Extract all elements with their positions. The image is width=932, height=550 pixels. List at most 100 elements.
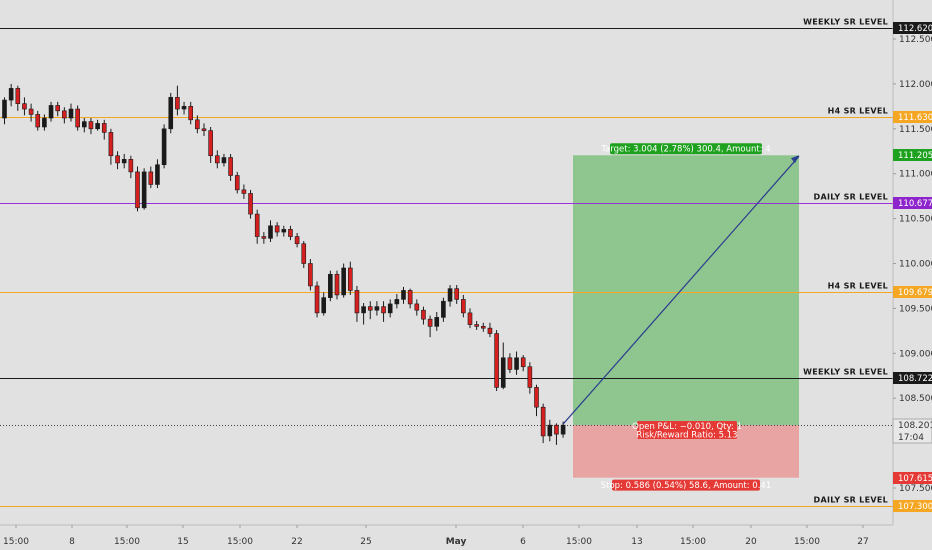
candle <box>22 97 27 116</box>
candle-body <box>281 229 287 233</box>
candle-body <box>474 324 479 327</box>
candle <box>115 151 120 170</box>
candle <box>281 225 287 237</box>
candle <box>254 209 260 244</box>
candle <box>421 306 426 325</box>
level-price-badge: 107.300 <box>898 502 932 512</box>
stop-price-badge-bg <box>893 472 932 484</box>
candle-body <box>168 97 174 130</box>
candle <box>288 225 293 241</box>
sr-level-label: H4 SR LEVEL <box>828 107 888 116</box>
candle <box>414 299 420 316</box>
target-label: Target: 3.004 (2.78%) 300.4, Amount: 4 <box>600 144 770 154</box>
candle <box>68 103 74 122</box>
candle-body <box>321 297 327 314</box>
candle <box>434 311 440 331</box>
candle-body <box>181 106 187 110</box>
target-price-badge: 111.205 <box>898 151 932 161</box>
stop-label-bg <box>612 479 760 491</box>
time-tick-label: 15:00 <box>566 537 592 547</box>
candle-body <box>308 263 313 287</box>
candle-body <box>534 387 539 408</box>
candle <box>148 166 154 189</box>
price-tick-label: 109.500 <box>899 304 932 314</box>
level-price-badge-bg <box>893 197 932 209</box>
candle <box>500 342 506 390</box>
candle <box>274 222 280 237</box>
time-tick-label: 13 <box>631 537 642 547</box>
candle-body <box>394 299 400 305</box>
candle-body <box>268 225 273 239</box>
candle-body <box>8 88 14 101</box>
candle-body <box>274 225 280 233</box>
candle <box>321 292 327 316</box>
candle <box>461 294 466 318</box>
candle-body <box>254 213 260 237</box>
price-axis[interactable] <box>893 0 932 550</box>
price-tick-label: 109.000 <box>899 349 932 359</box>
time-axis[interactable] <box>0 525 932 550</box>
candle <box>42 114 47 131</box>
last-price-countdown: 17:04 <box>898 433 924 443</box>
level-price-badge: 110.677 <box>898 199 932 209</box>
candle-body <box>354 290 360 314</box>
candle <box>554 423 559 445</box>
candle <box>427 315 433 338</box>
candle <box>175 85 180 116</box>
candle-body <box>215 155 220 164</box>
sr-level-label: WEEKLY SR LEVEL <box>803 18 888 27</box>
candle <box>181 101 187 115</box>
candle <box>95 119 100 131</box>
candle <box>268 220 273 242</box>
candle <box>75 105 80 131</box>
candle-body <box>68 108 74 119</box>
candle <box>454 285 460 304</box>
candle <box>161 124 167 169</box>
level-price-badge-bg <box>893 286 932 298</box>
candle <box>2 97 7 125</box>
level-price-badge-bg <box>893 372 932 384</box>
candle <box>128 155 134 179</box>
candle-body <box>35 114 41 128</box>
time-tick-label: May <box>446 537 467 547</box>
candle-body <box>234 175 240 191</box>
level-price-badge: 108.722 <box>898 374 932 384</box>
candle-body <box>221 157 227 164</box>
candle <box>195 115 200 134</box>
candle <box>15 85 21 111</box>
time-tick-label: 15:00 <box>680 537 706 547</box>
sr-level-label: H4 SR LEVEL <box>828 282 888 291</box>
candle-body <box>527 366 533 388</box>
candle <box>527 362 533 394</box>
candle <box>487 322 493 338</box>
candle-body <box>540 406 546 437</box>
trend-arrow-head <box>791 155 799 164</box>
candle-body <box>48 105 54 119</box>
candle <box>374 301 380 316</box>
candle <box>534 384 539 417</box>
candle <box>201 123 207 136</box>
candle-body <box>334 273 340 296</box>
sr-level-label: DAILY SR LEVEL <box>814 193 888 202</box>
candle-body <box>208 130 213 157</box>
candle <box>387 299 393 318</box>
candle-body <box>55 105 61 112</box>
candle-body <box>161 128 167 166</box>
position-tool[interactable] <box>573 155 799 478</box>
sr-level-label: WEEKLY SR LEVEL <box>803 368 888 377</box>
candle-body <box>228 157 233 176</box>
candle-body <box>248 193 253 215</box>
time-tick-label: 20 <box>745 537 757 547</box>
last-price-badge-bg <box>892 418 932 444</box>
candle <box>467 308 473 329</box>
candle-body <box>461 299 466 314</box>
candle-body <box>188 106 193 121</box>
time-axis-ticks: 15:00 8 15:00 15 15:00 22 25 May 6 15:00 13 15:00 20… <box>3 525 869 547</box>
candle-body <box>401 290 406 300</box>
candle <box>560 421 566 438</box>
candle <box>480 322 486 332</box>
time-tick-label: 6 <box>520 537 526 547</box>
candle <box>540 403 546 444</box>
